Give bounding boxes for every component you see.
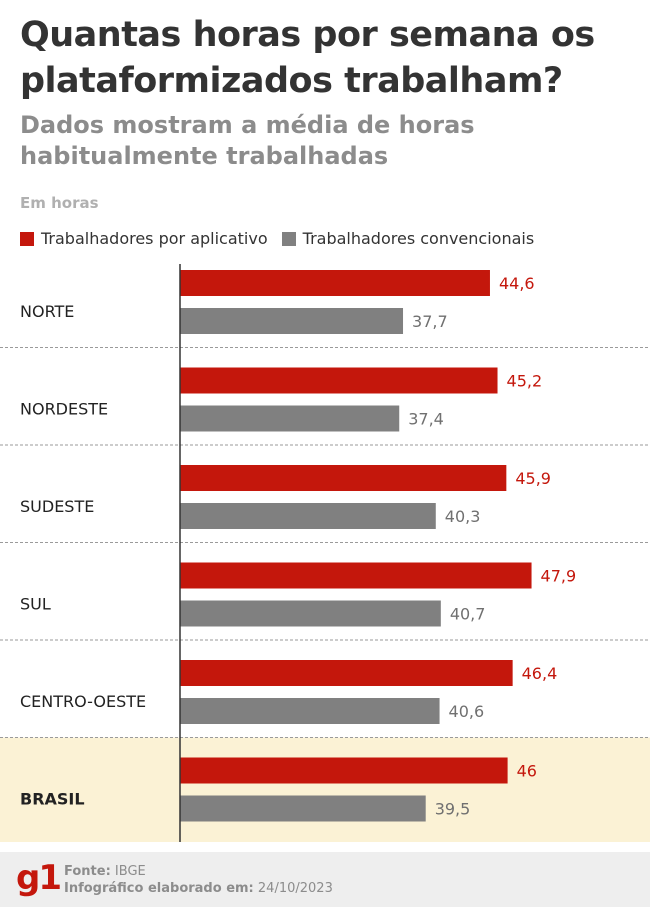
bar-app (180, 757, 508, 784)
category-label: NORTE (20, 302, 74, 321)
value-label-app: 47,9 (541, 567, 577, 586)
bar-conventional (180, 503, 436, 529)
source-label: Fonte: (64, 864, 111, 879)
bar-conventional (180, 795, 426, 822)
value-label-conventional: 40,7 (450, 605, 486, 624)
chart-subtitle: Dados mostram a média de horas habitualm… (20, 111, 475, 170)
highlight-band (0, 737, 650, 842)
g1-logo: g1 (16, 858, 62, 898)
legend-label-conventional: Trabalhadores convencionais (302, 229, 535, 248)
category-label: SUDESTE (20, 497, 94, 516)
value-label-conventional: 37,4 (408, 410, 444, 429)
legend-swatch-conventional (281, 231, 296, 246)
date-line: Infográfico elaborado em: 24/10/2023 (64, 880, 333, 897)
bar-conventional (180, 600, 441, 627)
value-label-conventional: 39,5 (435, 800, 471, 819)
value-label-app: 44,6 (499, 274, 535, 293)
chart-title: Quantas horas por semana os plataformiza… (20, 15, 595, 101)
value-label-app: 46 (517, 762, 537, 781)
bar-app (180, 660, 513, 686)
category-label: SUL (20, 595, 51, 614)
value-label-app: 45,2 (507, 372, 543, 391)
bar-conventional (180, 405, 400, 432)
date-label: Infográfico elaborado em: (64, 881, 254, 896)
value-label-conventional: 40,3 (445, 507, 481, 526)
category-label: BRASIL (20, 790, 85, 809)
legend-label-app: Trabalhadores por aplicativo (41, 229, 268, 248)
bar-app (180, 465, 507, 491)
category-label: NORDESTE (20, 400, 108, 419)
bar-app (180, 562, 532, 589)
legend-item-app: Trabalhadores por aplicativo (20, 229, 268, 248)
footer-credits: Fonte: IBGE Infográfico elaborado em: 24… (64, 863, 333, 897)
category-label: CENTRO-OESTE (20, 692, 146, 711)
bar-app (180, 270, 490, 296)
bar-conventional (180, 698, 440, 724)
units-label: Em horas (20, 194, 99, 212)
source-value: IBGE (114, 864, 146, 879)
bar-chart: NORTE 44,6 37,7 NORDESTE 45,2 37,4 SUDESTE 45,9… (0, 264, 650, 842)
date-value: 24/10/2023 (257, 881, 333, 896)
footer: g1 Fonte: IBGE Infográfico elaborado em:… (0, 852, 650, 907)
legend-swatch-app (20, 231, 34, 246)
value-label-conventional: 37,7 (412, 312, 448, 331)
value-label-app: 45,9 (515, 469, 551, 488)
legend: Trabalhadores por aplicativo Trabalhador… (20, 229, 548, 248)
value-label-conventional: 40,6 (449, 702, 485, 721)
bar-conventional (180, 308, 404, 334)
legend-item-conventional: Trabalhadores convencionais (281, 229, 535, 248)
source-line: Fonte: IBGE (64, 863, 333, 880)
bar-app (180, 367, 498, 394)
value-label-app: 46,4 (522, 664, 558, 683)
